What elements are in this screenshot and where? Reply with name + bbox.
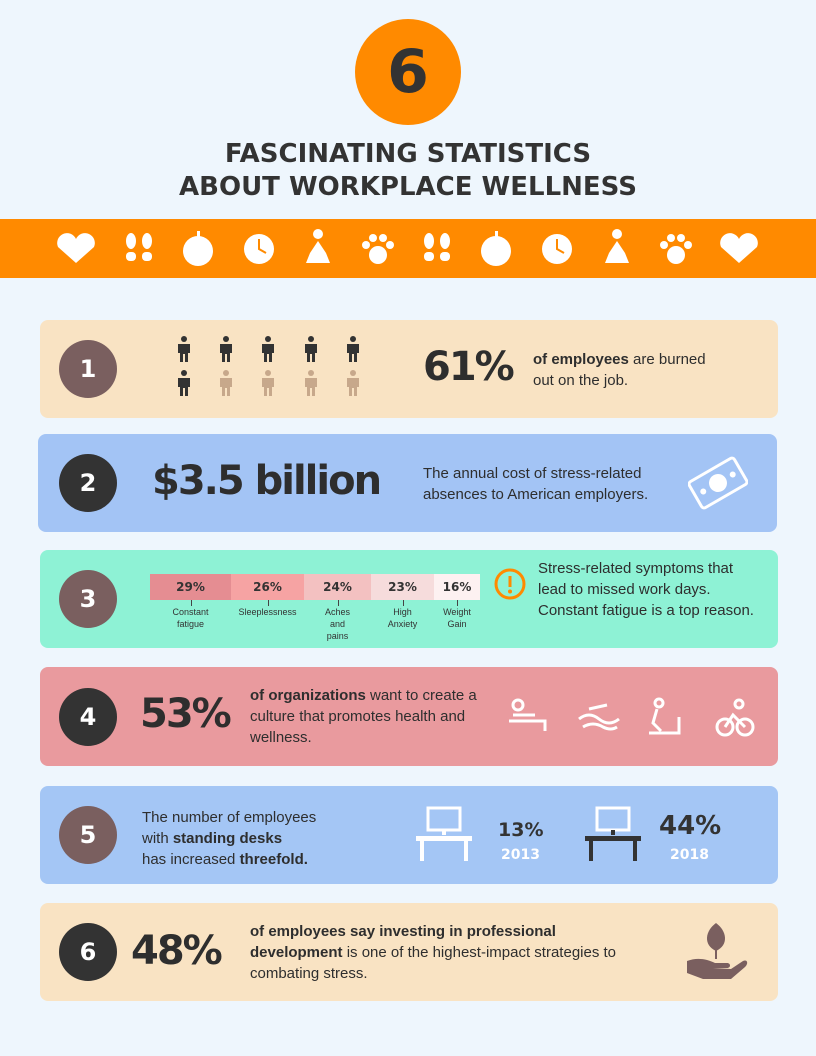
- stat-text: of organizations want to create a cultur…: [250, 685, 480, 748]
- stat-text: The annual cost of stress-related absenc…: [423, 465, 649, 503]
- symptom-label: Aches and pains: [324, 607, 350, 641]
- person-head: [181, 336, 187, 342]
- person-body: [178, 378, 190, 396]
- year-value: 13%: [498, 819, 544, 841]
- text: are burned out on the job.: [533, 351, 706, 389]
- title-line: ABOUT WORKPLACE WELLNESS: [179, 172, 637, 202]
- people-icons: [178, 336, 359, 396]
- person-body: [220, 378, 232, 396]
- title-line: FASCINATING STATISTICS: [224, 139, 592, 169]
- person-icon: [262, 336, 274, 362]
- stat-text: The number of employees with standing de…: [142, 807, 362, 870]
- person-icon: [347, 336, 359, 362]
- stat-figure: 61%: [423, 344, 515, 390]
- stat-figure: 48%: [131, 928, 223, 974]
- person-body: [178, 344, 190, 362]
- person-head: [223, 370, 229, 376]
- symptom-label: Sleeplessness: [238, 607, 297, 617]
- person-icon: [347, 370, 359, 396]
- stat-figure: 53%: [140, 691, 232, 737]
- year-label: 2013: [501, 847, 540, 863]
- stat-text: Stress-related symptoms that lead to mis…: [538, 560, 754, 619]
- symptom-value: 16%: [434, 574, 480, 600]
- person-head: [350, 336, 356, 342]
- header-number: 6: [355, 19, 461, 125]
- person-head: [265, 336, 271, 342]
- year-label: 2018: [670, 847, 709, 863]
- stat-figure: $3.5 billion: [152, 458, 382, 504]
- text: The number of employees: [142, 809, 317, 826]
- tick: [190, 600, 192, 606]
- bold-text: of employees: [533, 351, 629, 368]
- bold-text: threefold.: [239, 851, 308, 868]
- text: is one of the highest-impact strategies …: [250, 944, 617, 982]
- symptom-value: 24%: [304, 574, 371, 600]
- bold-text: of employees say investing in profession…: [250, 923, 556, 961]
- symptom-value: 29%: [150, 574, 231, 600]
- stat-number: 5: [59, 806, 117, 864]
- person-head: [308, 370, 314, 376]
- text: has increased: [142, 851, 240, 868]
- person-icon: [178, 336, 190, 362]
- icon-band: [0, 219, 816, 278]
- tick: [402, 600, 404, 606]
- symptom-value: 23%: [371, 574, 434, 600]
- person-head: [350, 370, 356, 376]
- stat-card: 3 29% Constant fatigue 26% Sleeplessness 24%…: [40, 550, 778, 648]
- stat-number: 6: [59, 923, 117, 981]
- person-icon: [220, 370, 232, 396]
- money-icon: [688, 456, 748, 510]
- tick: [337, 600, 339, 606]
- tick: [267, 600, 269, 606]
- alert-icon: [494, 568, 526, 600]
- stat-number: 2: [59, 454, 117, 512]
- person-body: [347, 344, 359, 362]
- stat-text: of employees are burned out on the job.: [533, 349, 728, 391]
- desk-icon: [585, 806, 641, 861]
- person-icon: [262, 370, 274, 396]
- person-head: [181, 370, 187, 376]
- stat-card: 1 61% of employees are burned out on the…: [40, 320, 778, 418]
- person-body: [305, 344, 317, 362]
- plant-hand-icon: [687, 923, 748, 979]
- stat-card: 6 48% of employees say investing in prof…: [40, 903, 778, 1001]
- person-icon: [305, 336, 317, 362]
- desk-icon: [416, 806, 472, 861]
- person-body: [262, 344, 274, 362]
- stat-card: 4 53% of organizations want to create a …: [40, 667, 778, 766]
- stat-card: 2 $3.5 billion The annual cost of stress…: [38, 434, 777, 532]
- stat-card: 5 The number of employees with standing …: [40, 786, 778, 884]
- stat-number: 3: [59, 570, 117, 628]
- person-head: [308, 336, 314, 342]
- stat-text: of employees say investing in profession…: [250, 921, 630, 984]
- text: want to create a culture that promotes h…: [250, 687, 477, 746]
- symptom-bar: 29% Constant fatigue 26% Sleeplessness 24% Ac…: [150, 574, 485, 644]
- exercise-icons: [509, 697, 755, 737]
- bold-text: of organizations: [250, 687, 366, 704]
- person-body: [262, 378, 274, 396]
- person-icon: [178, 370, 190, 396]
- person-head: [265, 370, 271, 376]
- symptom-value: 26%: [231, 574, 304, 600]
- symptom-label: High Anxiety: [387, 607, 418, 629]
- person-head: [223, 336, 229, 342]
- tick: [457, 600, 458, 606]
- stat-number: 4: [59, 688, 117, 746]
- stat-number: 1: [59, 340, 117, 398]
- bold-text: standing desks: [172, 830, 283, 847]
- person-body: [347, 378, 359, 396]
- year-value: 44%: [659, 811, 722, 841]
- person-body: [305, 378, 317, 396]
- text: with: [142, 830, 173, 847]
- person-icon: [305, 370, 317, 396]
- symptom-label: Weight Gain: [443, 607, 471, 629]
- person-icon: [220, 336, 232, 362]
- symptom-label: Constant fatigue: [172, 607, 209, 629]
- person-body: [220, 344, 232, 362]
- title: FASCINATING STATISTICS ABOUT WORKPLACE W…: [0, 138, 816, 204]
